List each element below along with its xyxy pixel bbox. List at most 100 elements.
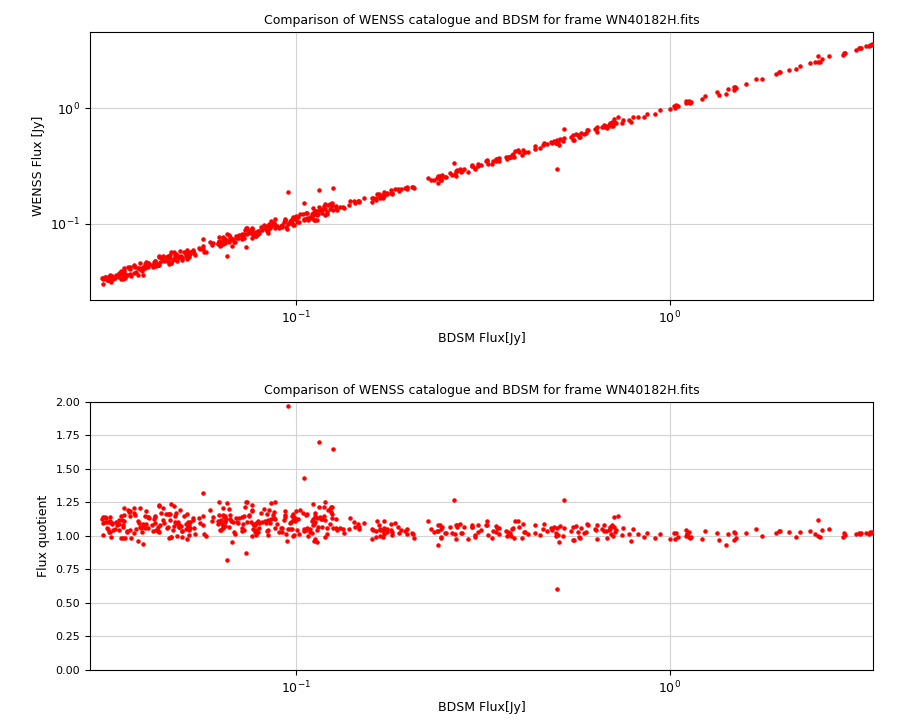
Point xyxy=(266,217,281,229)
Point xyxy=(166,500,181,512)
Point xyxy=(615,117,629,128)
X-axis label: BDSM Flux[Jy]: BDSM Flux[Jy] xyxy=(437,701,526,714)
Point xyxy=(663,533,678,544)
Point xyxy=(186,244,201,256)
Point xyxy=(461,166,475,178)
Point xyxy=(267,219,282,230)
Point xyxy=(266,507,281,518)
Point xyxy=(302,530,316,541)
Point xyxy=(171,251,185,263)
Point xyxy=(342,523,356,535)
Point xyxy=(549,528,563,539)
Point xyxy=(262,218,276,230)
Point xyxy=(492,523,507,534)
Point xyxy=(684,96,698,108)
Point xyxy=(171,521,185,533)
Point xyxy=(551,137,565,148)
Point xyxy=(604,120,618,132)
Point xyxy=(99,512,113,523)
Point xyxy=(449,519,464,531)
Point xyxy=(434,532,448,544)
Point xyxy=(471,520,485,531)
Point xyxy=(286,214,301,225)
Point xyxy=(110,270,124,282)
Point xyxy=(782,64,796,76)
Point xyxy=(134,523,148,534)
Point xyxy=(652,104,667,116)
Point xyxy=(471,161,485,172)
Point xyxy=(333,202,347,213)
Point xyxy=(302,212,317,223)
Point xyxy=(98,511,112,523)
Point xyxy=(325,197,339,209)
Point xyxy=(810,56,824,68)
Point xyxy=(95,513,110,524)
Point xyxy=(312,184,327,196)
Point xyxy=(244,500,258,511)
Point xyxy=(216,521,230,532)
Point xyxy=(145,261,159,273)
Point xyxy=(202,236,217,248)
Point xyxy=(216,238,230,250)
Point xyxy=(127,259,141,271)
Point xyxy=(307,518,321,530)
Point xyxy=(803,57,817,68)
Point xyxy=(194,518,208,529)
Point xyxy=(489,526,503,538)
Point xyxy=(668,534,682,545)
Point xyxy=(182,251,196,263)
Point xyxy=(552,139,566,150)
Point xyxy=(137,262,151,274)
Point xyxy=(501,151,516,163)
Point xyxy=(533,528,547,540)
Point xyxy=(310,512,325,523)
Point xyxy=(515,532,529,544)
Point xyxy=(223,232,238,243)
Point xyxy=(138,263,152,274)
Point xyxy=(131,269,146,281)
Point xyxy=(95,512,110,523)
Point xyxy=(749,523,763,535)
Point xyxy=(357,192,372,204)
Point xyxy=(454,166,468,177)
Point xyxy=(248,519,262,531)
Point xyxy=(231,232,246,243)
Point xyxy=(384,184,399,196)
Point xyxy=(136,269,150,280)
Point xyxy=(181,247,195,258)
Point xyxy=(515,149,529,161)
Point xyxy=(226,516,240,528)
Point xyxy=(773,526,788,537)
Point xyxy=(187,528,202,539)
Point xyxy=(163,252,177,264)
Point xyxy=(288,516,302,527)
Point xyxy=(424,523,438,534)
Point xyxy=(223,513,238,525)
Point xyxy=(468,530,482,541)
Point xyxy=(248,229,263,240)
Point xyxy=(272,222,286,234)
Point xyxy=(372,189,386,200)
Point xyxy=(171,251,185,263)
Point xyxy=(246,518,260,529)
Point xyxy=(684,531,698,543)
Point xyxy=(465,160,480,171)
Point xyxy=(862,40,877,51)
Point xyxy=(365,533,380,544)
Point xyxy=(364,523,379,535)
Point xyxy=(212,509,226,521)
Point xyxy=(147,513,161,524)
Point xyxy=(171,516,185,528)
Point xyxy=(216,233,230,245)
Point xyxy=(196,233,211,245)
Point xyxy=(239,222,254,234)
Point xyxy=(527,143,542,155)
Point xyxy=(184,522,198,534)
Point xyxy=(590,126,605,138)
Point xyxy=(141,511,156,523)
Point xyxy=(505,523,519,535)
Point xyxy=(277,215,292,227)
Point xyxy=(547,521,562,532)
Point xyxy=(479,156,493,167)
Point xyxy=(148,510,162,522)
